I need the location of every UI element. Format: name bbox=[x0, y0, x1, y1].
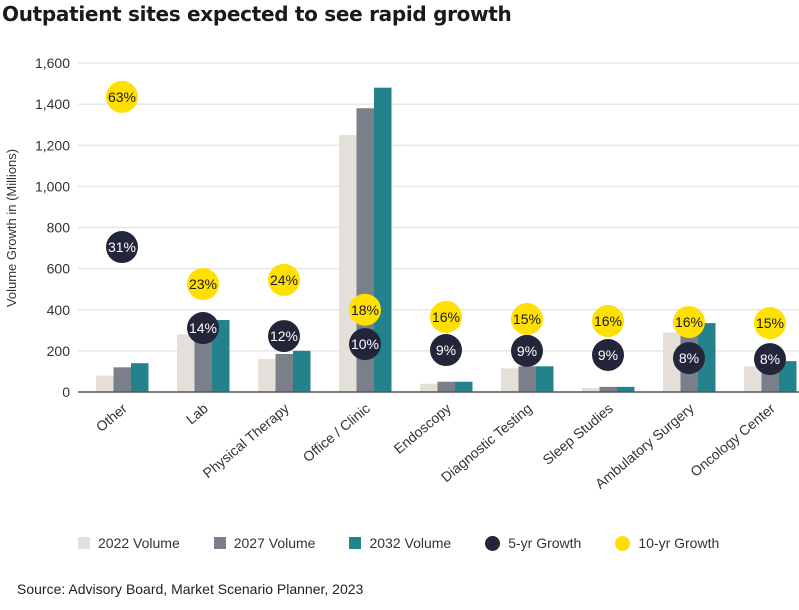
legend-label: 5-yr Growth bbox=[508, 535, 582, 551]
bar-2032-volume bbox=[293, 350, 311, 392]
x-tick-label: Oncology Center bbox=[687, 400, 778, 480]
bar-2032-volume bbox=[455, 381, 473, 392]
y-tick-label: 600 bbox=[47, 261, 71, 277]
legend-dot-10yr bbox=[615, 535, 631, 551]
bar-2032-volume bbox=[131, 363, 149, 392]
marker-label: 16% bbox=[594, 313, 622, 329]
x-tick-label: Physical Therapy bbox=[200, 400, 292, 481]
bar-2032-volume bbox=[779, 361, 797, 392]
marker-label: 9% bbox=[598, 347, 618, 363]
x-tick-label: Lab bbox=[183, 400, 211, 427]
marker-label: 31% bbox=[108, 239, 136, 255]
y-axis-label: Volume Growth in (Millions) bbox=[4, 149, 19, 307]
marker-label: 9% bbox=[517, 343, 537, 359]
marker-5-yr-growth bbox=[268, 320, 300, 353]
marker-10-yr-growth bbox=[430, 300, 462, 333]
legend-swatch-2032 bbox=[349, 537, 362, 549]
bar-2027-volume bbox=[275, 353, 293, 392]
bar-2027-volume bbox=[437, 381, 455, 392]
marker-5-yr-growth bbox=[187, 312, 219, 345]
legend-dot-5yr bbox=[485, 535, 501, 551]
y-tick-label: 1,400 bbox=[35, 96, 70, 112]
marker-label: 8% bbox=[760, 351, 780, 367]
y-tick-label: 1,600 bbox=[35, 55, 70, 71]
legend-item-2022: 2022 Volume bbox=[78, 535, 180, 551]
x-tick-label: Endoscopy bbox=[391, 400, 454, 457]
y-tick-label: 800 bbox=[47, 220, 71, 236]
legend-label: 2032 Volume bbox=[369, 535, 452, 551]
bar-2022-volume bbox=[96, 375, 114, 392]
bar-2027-volume bbox=[599, 386, 617, 392]
x-tick-label: Sleep Studies bbox=[539, 400, 615, 468]
bar-2032-volume bbox=[698, 323, 716, 392]
chart-title: Outpatient sites expected to see rapid g… bbox=[2, 2, 512, 26]
marker-10-yr-growth bbox=[511, 303, 543, 336]
legend-item-2027: 2027 Volume bbox=[213, 535, 316, 551]
bar-2022-volume bbox=[339, 134, 357, 392]
y-tick-label: 1,000 bbox=[35, 178, 70, 194]
legend-label: 2027 Volume bbox=[233, 535, 316, 551]
marker-5-yr-growth bbox=[349, 328, 381, 361]
source-note: Source: Advisory Board, Market Scenario … bbox=[17, 581, 364, 597]
bar-2022-volume bbox=[258, 359, 276, 392]
bar-2022-volume bbox=[420, 383, 438, 392]
marker-5-yr-growth bbox=[754, 343, 786, 376]
marker-10-yr-growth bbox=[268, 263, 300, 296]
bar-2032-volume bbox=[536, 366, 554, 392]
legend-item-5yr: 5-yr Growth bbox=[485, 535, 581, 551]
marker-5-yr-growth bbox=[673, 342, 705, 375]
marker-5-yr-growth bbox=[430, 334, 462, 367]
y-tick-label: 1,200 bbox=[35, 137, 70, 153]
marker-label: 16% bbox=[675, 314, 703, 330]
marker-5-yr-growth bbox=[511, 334, 543, 367]
bar-2027-volume bbox=[194, 328, 212, 392]
bar-2022-volume bbox=[177, 334, 195, 392]
marker-10-yr-growth bbox=[349, 293, 381, 326]
marker-label: 18% bbox=[351, 302, 379, 318]
bar-2022-volume bbox=[582, 387, 600, 392]
marker-label: 24% bbox=[270, 272, 298, 288]
marker-label: 12% bbox=[270, 328, 298, 344]
bar-2022-volume bbox=[744, 366, 762, 392]
marker-label: 8% bbox=[679, 350, 699, 366]
marker-10-yr-growth bbox=[592, 305, 624, 338]
bar-2032-volume bbox=[212, 320, 230, 392]
marker-label: 14% bbox=[189, 320, 217, 336]
chart-area: 0 200 400 600 800 1,000 1,200 1,400 1,600 Volume … bbox=[4, 55, 799, 492]
marker-label: 16% bbox=[432, 309, 460, 325]
marker-10-yr-growth bbox=[754, 307, 786, 340]
legend: 2022 Volume 2027 Volume 2032 Volume 5-yr… bbox=[78, 535, 753, 551]
y-tick-label: 400 bbox=[47, 302, 71, 318]
marker-label: 9% bbox=[436, 342, 456, 358]
y-tick-label: 0 bbox=[62, 384, 70, 400]
marker-5-yr-growth bbox=[592, 338, 624, 371]
x-tick-label: Other bbox=[93, 400, 130, 435]
marker-5-yr-growth bbox=[106, 231, 138, 264]
marker-10-yr-growth bbox=[187, 268, 219, 301]
marker-label: 63% bbox=[108, 89, 136, 105]
bar-2022-volume bbox=[501, 368, 519, 392]
legend-swatch-2022 bbox=[78, 537, 90, 549]
legend-label: 10-yr Growth bbox=[638, 535, 720, 551]
marker-label: 15% bbox=[756, 315, 784, 331]
marker-label: 23% bbox=[189, 276, 217, 292]
bar-2022-volume bbox=[663, 332, 681, 392]
marker-label: 15% bbox=[513, 311, 541, 327]
legend-item-10yr: 10-yr Growth bbox=[615, 535, 719, 551]
legend-item-2032: 2032 Volume bbox=[349, 535, 451, 551]
marker-10-yr-growth bbox=[673, 306, 705, 339]
legend-label: 2022 Volume bbox=[98, 535, 180, 551]
x-tick-label: Office / Clinic bbox=[300, 400, 373, 465]
bar-2032-volume bbox=[617, 386, 635, 392]
legend-swatch-2027 bbox=[213, 537, 226, 549]
y-tick-label: 200 bbox=[47, 343, 71, 359]
marker-label: 10% bbox=[351, 336, 379, 352]
marker-10-yr-growth bbox=[106, 80, 138, 113]
bar-2027-volume bbox=[518, 366, 536, 392]
bar-2027-volume bbox=[113, 367, 131, 392]
